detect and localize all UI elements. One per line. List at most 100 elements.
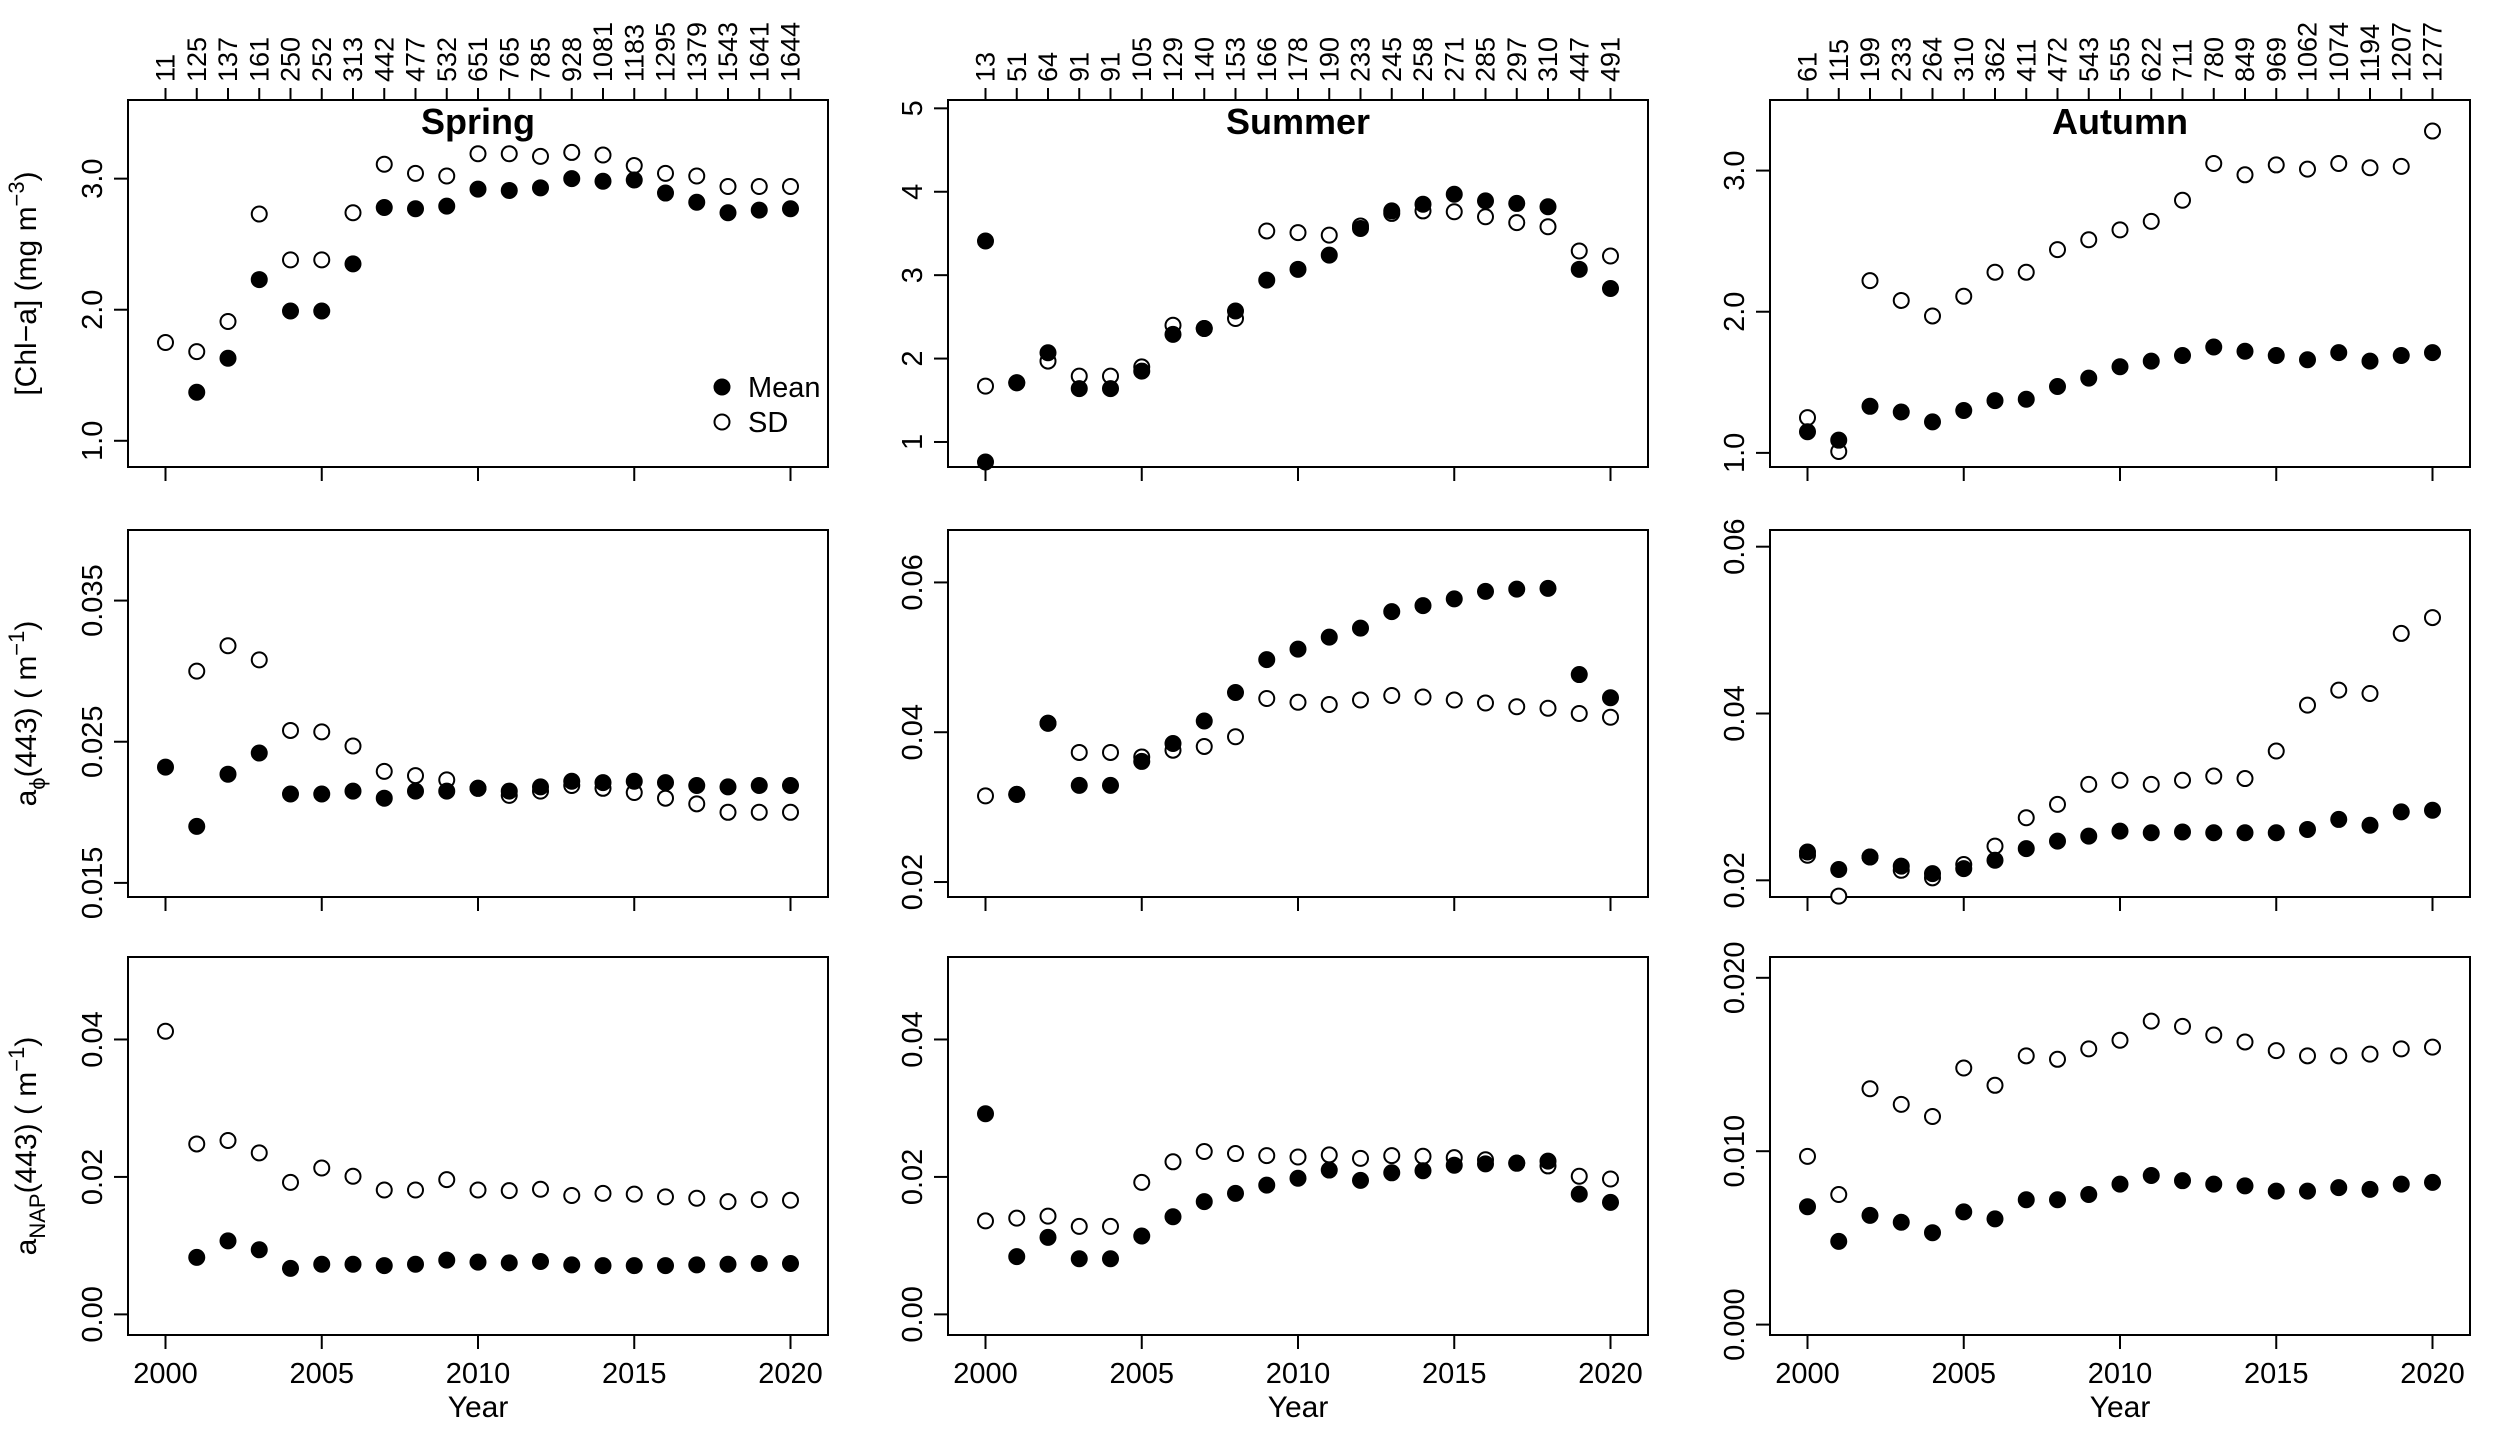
y-axis-title-part: (443) ( m [10,656,43,778]
panel-r2-c2-sd-point [1861,1080,1879,1098]
panel-r1-c1-sd-point [1477,694,1494,712]
panel-r2-c0-ytick-label: 0.00 [77,1286,109,1342]
panel-r2-c2-ytick-label: 0.020 [1719,942,1751,1015]
panel-r1-c0-mean-point [657,774,674,792]
panel-r1-c0-mean-point [750,776,768,794]
panel-r0-c1-sample-count: 297 [1502,37,1532,82]
panel-r2-c0-sd-point [313,1159,331,1177]
panel-r0-c2-sd-point [2424,122,2441,140]
panel-r1-c1-sd-point [1289,693,1307,711]
panel-r2-c2-mean-point [2205,1175,2223,1193]
panel-r1-c2-sd-point [2205,767,2223,785]
panel-r0-c1-mean-point [1102,380,1119,398]
panel-r2-c0-sd-point [782,1191,799,1209]
panel-r1-c0-mean-point [375,789,393,807]
panel-r1-c0-sd-point [719,803,737,821]
panel-r2-c1-sd-point [1070,1217,1088,1235]
panel-r1-c2-mean-point [1892,857,1910,875]
panel-r2-c0-mean-point [250,1241,268,1259]
panel-r0-c2-mean-point [1955,402,1973,420]
panel-r0-c2-sd-point [1924,307,1941,325]
panel-r0-c1-mean-point [1070,380,1088,398]
panel-r0-c0-sd-point [407,164,424,182]
panel-r0-c0-sample-count: 1641 [744,22,774,82]
panel-r2-c0-mean-point [375,1257,393,1275]
panel-r0-c0-mean-point [594,172,612,190]
panel-r0-c2-mean-point [2361,352,2379,370]
panel-r0-c1-mean-point [1602,280,1619,298]
panel-r1-c1-mean-point [1164,734,1182,752]
panel-r2-c0-mean-point [438,1251,456,1269]
panel-r1-c0-ytick-label: 0.015 [77,847,109,920]
panel-r2-c2-mean-point [1986,1210,2004,1228]
panel-r1-c0-mean-point [250,744,268,762]
panel-r0-c0-sample-count: 785 [526,37,556,82]
panel-r2-c2-sd-point [2299,1047,2316,1065]
panel-r2-c1-mean-point [1227,1184,1244,1202]
panel-r0-c1-sd-point [1320,226,1338,244]
panel-r1-c2-sd-point [2049,795,2066,813]
panel-r0-c1-sample-count: 140 [1189,37,1219,82]
panel-r0-c2-mean-point [2236,342,2254,360]
panel-r1-c0-mean-point [782,776,799,794]
panel-r1-c1-mean-point [1070,776,1088,794]
panel-r2-c2-mean-point [1830,1232,1848,1250]
panel-r2-c2-mean-point [2049,1191,2066,1209]
panel-r0-c0-sd-point [750,178,768,196]
panel-r0-c1-ytick-label: 2 [897,350,929,366]
panel-r0-c1-mean-point [1383,202,1401,220]
panel-r1-c1-mean-point [1445,590,1463,608]
panel-r2-c2-sd-point [1799,1147,1816,1165]
panel-r2-c1-sd-point [977,1212,994,1230]
y-axis-title-part: (443) ( m [10,1072,43,1194]
panel-r2-c0-mean-point [469,1253,487,1271]
panel-r1-c2-sd-point [2330,681,2348,699]
panel-r2-c1-mean-point [1320,1161,1338,1179]
panel-r1-c1-mean-point [1602,689,1619,707]
panel-r0-c0-mean-point [438,197,456,215]
panel-r2-c2-sd-point [2392,1040,2410,1058]
panel-r0-c2-sd-point [1861,272,1879,290]
panel-r2-c2-mean-point [2111,1175,2129,1193]
panel-r0-c1-mean-point [1133,362,1151,380]
panel-r0-c2-mean-point [1924,413,1941,431]
panel-r2-c0-ytick-label: 0.04 [77,1011,109,1067]
panel-r0-c1-sd-point [1445,203,1463,221]
panel-r0-c1-mean-point [1539,198,1557,216]
panel-r0-c2-sample-count: 264 [1918,37,1948,82]
panel-r0-c1-mean-point [977,232,994,250]
panel-r0-c0-sd-point [282,251,299,269]
panel-r0-c0-mean-point [313,302,331,320]
panel-r1-c2-mean-point [1955,860,1973,878]
panel-r0-c2-mean-point [2392,346,2410,364]
panel-r1-c2-sd-point [2267,742,2285,760]
panel-r2-c1-mean-point [1383,1164,1401,1182]
panel-r1-c0-mean-point [563,772,581,790]
panel-r2-c2-sd-point [2424,1038,2441,1056]
panel-r1-c0-mean-point [219,765,237,783]
panel-r0-c0-mean-point [500,181,518,199]
y-axis-title-part: a [10,1238,43,1255]
panel-r2-c1-xtick-label: 2010 [1266,1358,1331,1390]
panel-r2-c0-xtick-label: 2015 [602,1358,667,1390]
panel-r0-c1-sample-count: 271 [1439,37,1469,82]
panel-r0-c2-ytick-label: 2.0 [1719,292,1751,332]
panel-r2-c1-mean-point [1195,1193,1213,1211]
panel-r2-c1-mean-point [1508,1154,1526,1172]
panel-r2-c1-sd-point [1352,1149,1369,1167]
panel-r0-c2-sd-point [2267,156,2285,174]
panel-r0-c2-mean-point [2330,344,2348,362]
panel-r0-c0-mean-point [407,200,424,218]
panel-r0-c1-mean-point [1195,320,1213,338]
panel-r2-c1-mean-point [1289,1169,1307,1187]
panel-r1-c0-mean-point [594,774,612,792]
panel-r0-c1-sd-point [1508,214,1526,232]
panel-r1-c1-mean-point [1227,684,1244,702]
panel-r2-c1-sd-point [1289,1148,1307,1166]
panel-r2-c2-mean-point [2236,1177,2254,1195]
panel-r2-c0-sd-point [532,1180,549,1198]
panel-r0-c2-sd-point [1799,409,1816,427]
panel-r2-c0-mean-point [282,1259,299,1277]
panel-r0-c1-sample-count: 491 [1596,37,1626,82]
panel-r0-c1-sample-count: 129 [1158,37,1188,82]
